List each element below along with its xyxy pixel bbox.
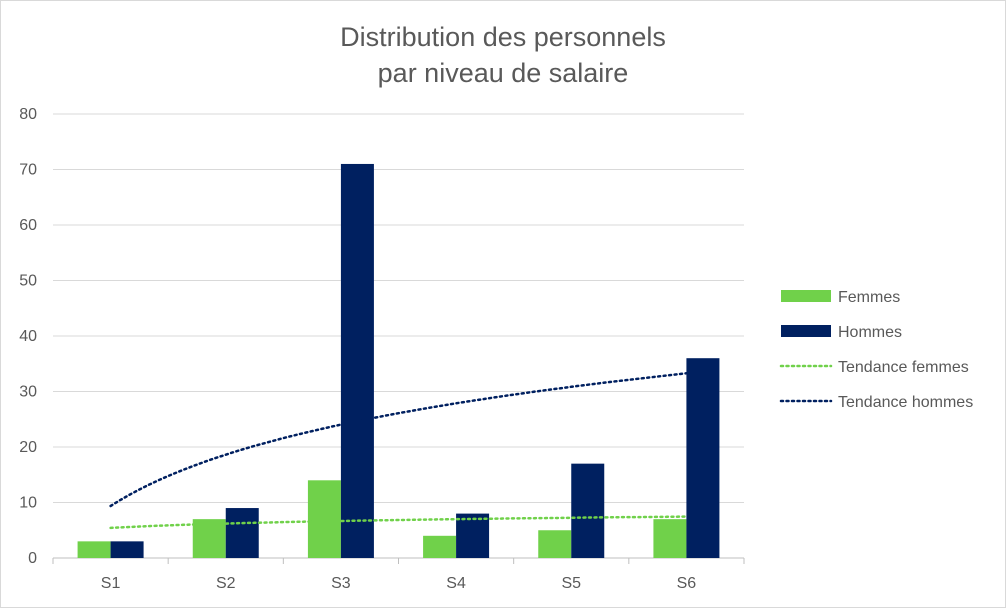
legend-femmes-label: Femmes	[838, 289, 900, 306]
y-tick-label: 20	[19, 439, 37, 456]
legend-femmes-swatch	[781, 290, 831, 302]
y-tick-label: 10	[19, 495, 37, 512]
bar-hommes	[110, 541, 144, 558]
y-tick-label: 70	[19, 162, 37, 179]
legend-hommes-label: Hommes	[838, 324, 902, 341]
x-tick-label: S3	[331, 575, 351, 592]
y-tick-label: 40	[19, 328, 37, 345]
x-tick-label: S4	[446, 575, 466, 592]
x-tick-label: S5	[561, 575, 581, 592]
legend-tendance-femmes-label: Tendance femmes	[838, 359, 969, 376]
x-tick-label: S1	[101, 575, 121, 592]
bar-femmes	[192, 519, 226, 558]
y-tick-label: 60	[19, 217, 37, 234]
bar-femmes	[77, 541, 111, 558]
bar-femmes	[538, 530, 572, 558]
chart-title-line-1: Distribution des personnels	[340, 22, 666, 52]
bar-hommes	[571, 463, 605, 558]
chart-title-line-2: par niveau de salaire	[377, 58, 629, 88]
bar-femmes	[653, 519, 687, 558]
bar-hommes	[225, 508, 259, 558]
legend-hommes-swatch	[781, 325, 831, 337]
y-tick-label: 80	[19, 106, 37, 123]
y-tick-label: 30	[19, 384, 37, 401]
bar-hommes	[456, 513, 490, 558]
x-tick-label: S2	[216, 575, 236, 592]
bar-hommes	[686, 358, 720, 558]
chart-title: Distribution des personnels par niveau d…	[253, 19, 753, 91]
bar-femmes	[423, 535, 457, 558]
x-tick-label: S6	[677, 575, 697, 592]
legend-tendance-hommes-label: Tendance hommes	[838, 394, 973, 411]
y-tick-label: 0	[28, 550, 37, 567]
bar-femmes	[307, 480, 341, 558]
y-tick-label: 50	[19, 273, 37, 290]
trendline-hommes	[109, 372, 688, 508]
bar-hommes	[340, 163, 374, 558]
trendline-femmes	[109, 515, 688, 530]
